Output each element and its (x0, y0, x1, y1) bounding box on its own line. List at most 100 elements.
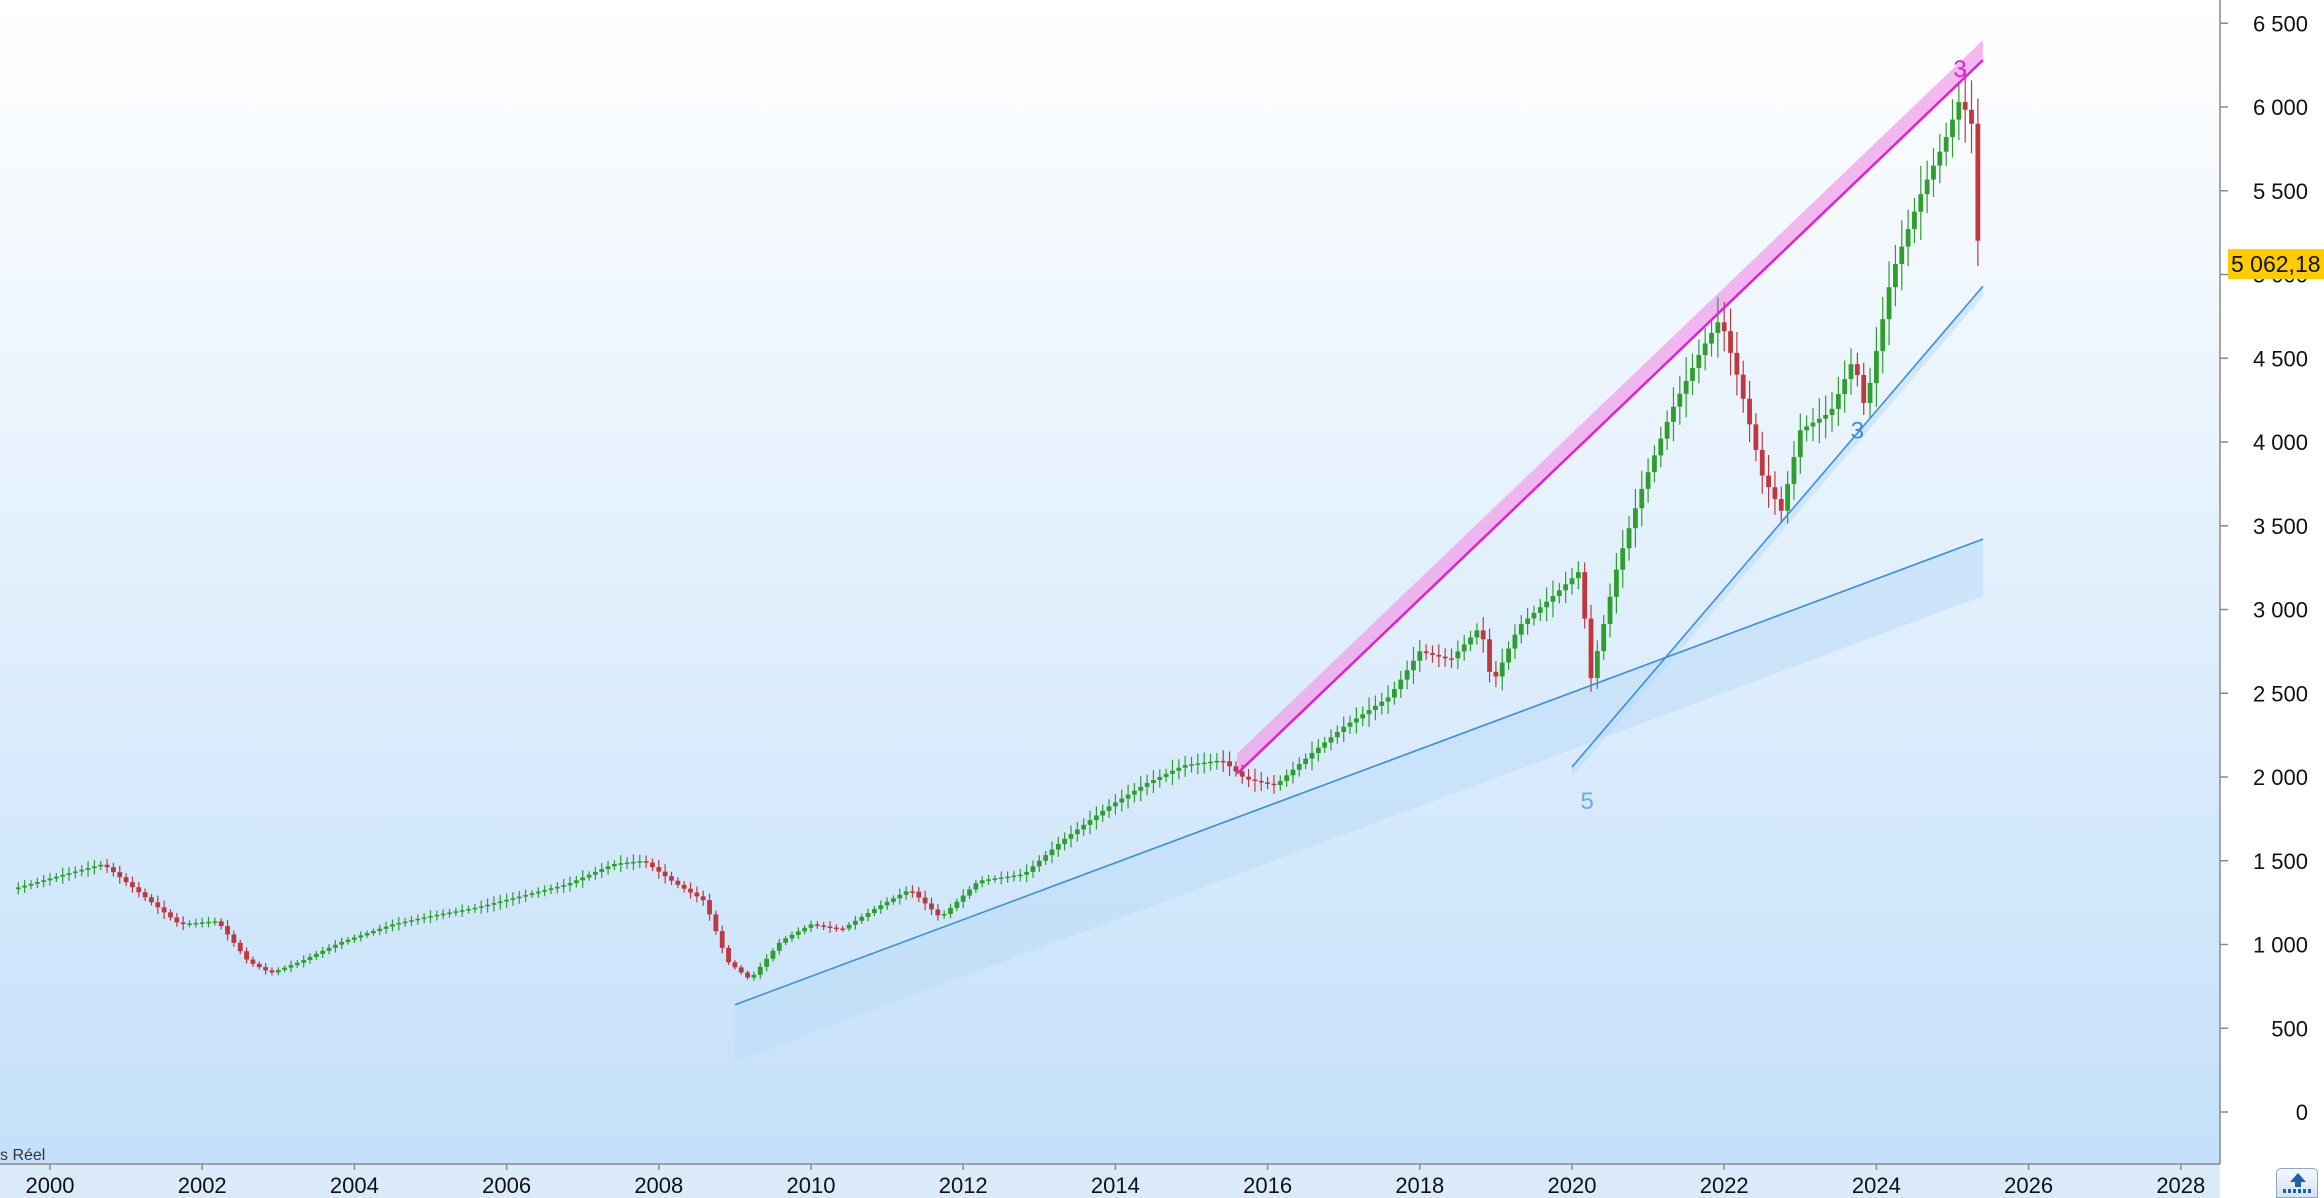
candle-body (599, 869, 605, 872)
candle-body (814, 924, 820, 926)
upper-channel-line (1236, 59, 1984, 775)
candle-body (275, 970, 281, 973)
candle-body (872, 909, 877, 914)
wave-labels: 3 3 5 (1581, 56, 1967, 815)
candle-body (1170, 770, 1175, 774)
candle-body (104, 864, 110, 868)
candle-body (1208, 761, 1213, 764)
candle-body (409, 920, 414, 922)
candle-body (72, 871, 78, 874)
candle-body (1531, 612, 1537, 619)
candle-body (282, 967, 288, 971)
candle-body (1271, 783, 1277, 786)
candle-body (1106, 806, 1112, 811)
candle-body (795, 931, 801, 935)
candle-body (1671, 406, 1676, 422)
candle-body (1835, 393, 1841, 409)
candle-body (916, 891, 922, 898)
candle-body (783, 938, 789, 943)
candle-body (1594, 651, 1600, 679)
candle-body (1303, 758, 1309, 765)
candle-body (1639, 488, 1645, 509)
candle-body (218, 921, 224, 927)
candle-body (998, 877, 1004, 879)
candle-body (1658, 438, 1664, 456)
candle-body (1322, 742, 1328, 748)
candle-body (1588, 618, 1594, 679)
candle-body (1449, 658, 1454, 660)
candle-body (523, 894, 529, 897)
candle-body (1233, 766, 1239, 772)
candle-body (821, 925, 827, 927)
candle-body (1525, 618, 1531, 625)
candle-body (123, 877, 129, 883)
candle-body (1214, 760, 1220, 763)
candle-body (1030, 866, 1036, 872)
candle-body (244, 951, 249, 960)
candle-body (1645, 472, 1651, 489)
scroll-to-latest-button[interactable] (2276, 1168, 2318, 1198)
candle-body (1474, 630, 1480, 638)
candle-body (1607, 596, 1613, 624)
candle-body (98, 864, 104, 867)
candle-body (1715, 322, 1721, 333)
candle-body (136, 887, 142, 893)
candle-body (1182, 765, 1188, 768)
support-long-line (734, 538, 1984, 1006)
candle-body (1430, 653, 1435, 655)
candle-body (770, 950, 776, 959)
candle-body (1759, 449, 1765, 476)
candle-body (1284, 775, 1290, 781)
candle-body (313, 953, 319, 957)
candle-body (250, 959, 256, 964)
candle-body (802, 927, 808, 932)
candle-body (827, 926, 833, 928)
candle-body (1373, 705, 1378, 710)
candle-body (1582, 572, 1588, 619)
candle-body (776, 942, 782, 951)
candle-body (573, 880, 579, 884)
x-tick-label: 2012 (939, 1173, 988, 1198)
candle-body (1081, 824, 1087, 830)
candle-body (529, 893, 535, 895)
candle-body (1753, 424, 1759, 450)
candle-body (1620, 548, 1626, 570)
candle-body (66, 873, 72, 875)
x-tick-label: 2026 (2004, 1173, 2053, 1198)
candle-body (967, 889, 972, 896)
candle-body (922, 897, 928, 904)
x-tick-label: 2018 (1395, 1173, 1444, 1198)
candle-body (1093, 815, 1099, 821)
candle-body (85, 868, 91, 870)
candle-body (1633, 508, 1638, 529)
y-tick-label: 5 500 (2253, 179, 2308, 204)
candle-body (320, 950, 326, 954)
candle-body (1366, 710, 1372, 715)
candle-body (1138, 786, 1144, 791)
candle-body (472, 907, 478, 910)
candle-body (301, 960, 307, 963)
x-tick-label: 2004 (330, 1173, 379, 1198)
candle-body (212, 921, 218, 923)
candle-body (1893, 264, 1898, 288)
candle-body (1652, 455, 1657, 473)
y-tick-label: 1 500 (2253, 849, 2308, 874)
candle-body (428, 916, 433, 918)
candle-body (307, 956, 313, 961)
candle-body (1823, 414, 1829, 419)
upper-channel-band (1237, 40, 1983, 774)
candle-body (459, 910, 465, 912)
candle-body (910, 891, 915, 893)
candle-body (846, 924, 852, 929)
candle-body (193, 922, 199, 925)
candle-body (1290, 769, 1296, 776)
candle-body (1848, 364, 1854, 380)
candle-body (738, 967, 744, 973)
candle-body (897, 894, 903, 899)
candle-body (1804, 426, 1810, 431)
candle-body (840, 928, 846, 931)
candle-body (168, 912, 173, 918)
candle-body (1918, 194, 1924, 212)
y-tick-label: 4 000 (2253, 430, 2308, 455)
